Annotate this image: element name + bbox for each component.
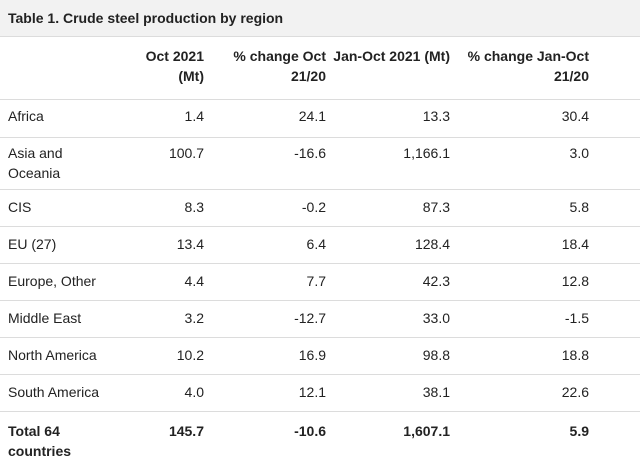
total-spacer [589,411,640,471]
cell-region: North America [0,337,118,375]
table-row: Europe, Other 4.4 7.7 42.3 12.8 [0,263,640,301]
cell-pct-change-jan-oct: 18.4 [450,226,589,264]
cell-jan-oct-2021: 87.3 [326,189,450,227]
cell-pct-change-oct: -16.6 [204,137,326,190]
table-row: South America 4.0 12.1 38.1 22.6 [0,374,640,412]
cell-pct-change-oct: -0.2 [204,189,326,227]
header-pct-change-jan-oct: % change Jan-Oct 21/20 [450,37,589,100]
cell-oct-2021: 13.4 [118,226,204,264]
cell-oct-2021: 8.3 [118,189,204,227]
cell-pct-change-oct: 12.1 [204,374,326,412]
cell-oct-2021: 4.0 [118,374,204,412]
cell-jan-oct-2021: 98.8 [326,337,450,375]
cell-region: Middle East [0,300,118,338]
header-spacer [589,37,640,100]
header-oct-2021: Oct 2021 (Mt) [118,37,204,100]
cell-spacer [589,337,640,375]
table-row: North America 10.2 16.9 98.8 18.8 [0,337,640,375]
cell-oct-2021: 1.4 [118,99,204,138]
cell-region: Asia and Oceania [0,137,118,190]
cell-spacer [589,374,640,412]
header-jan-oct-2021: Jan-Oct 2021 (Mt) [326,37,450,100]
cell-region: CIS [0,189,118,227]
table-header-row: Oct 2021 (Mt) % change Oct 21/20 Jan-Oct… [0,37,640,100]
table-row: CIS 8.3 -0.2 87.3 5.8 [0,189,640,227]
cell-pct-change-oct: 24.1 [204,99,326,138]
steel-production-table: Oct 2021 (Mt) % change Oct 21/20 Jan-Oct… [0,37,640,471]
table-row: Africa 1.4 24.1 13.3 30.4 [0,99,640,138]
cell-spacer [589,189,640,227]
cell-pct-change-jan-oct: -1.5 [450,300,589,338]
cell-region: EU (27) [0,226,118,264]
total-pct-change-jan-oct: 5.9 [569,422,589,439]
cell-spacer [589,137,640,190]
cell-region: Africa [0,99,118,138]
cell-spacer [589,226,640,264]
cell-region: South America [0,374,118,412]
cell-oct-2021: 3.2 [118,300,204,338]
total-label: Total 64 countries [8,422,72,459]
header-region [0,37,118,100]
table-row: Middle East 3.2 -12.7 33.0 -1.5 [0,300,640,338]
cell-jan-oct-2021: 38.1 [326,374,450,412]
cell-pct-change-jan-oct: 18.8 [450,337,589,375]
cell-oct-2021: 100.7 [118,137,204,190]
cell-pct-change-oct: 16.9 [204,337,326,375]
table-row: Asia and Oceania 100.7 -16.6 1,166.1 3.0 [0,137,640,190]
cell-spacer [589,300,640,338]
cell-pct-change-jan-oct: 5.8 [450,189,589,227]
cell-jan-oct-2021: 13.3 [326,99,450,138]
cell-region: Europe, Other [0,263,118,301]
cell-pct-change-oct: 6.4 [204,226,326,264]
cell-pct-change-oct: 7.7 [204,263,326,301]
cell-jan-oct-2021: 33.0 [326,300,450,338]
cell-spacer [589,99,640,138]
cell-jan-oct-2021: 42.3 [326,263,450,301]
cell-pct-change-jan-oct: 30.4 [450,99,589,138]
cell-oct-2021: 4.4 [118,263,204,301]
cell-pct-change-jan-oct: 22.6 [450,374,589,412]
cell-pct-change-jan-oct: 3.0 [450,137,589,190]
table-title: Table 1. Crude steel production by regio… [0,0,640,37]
total-oct-2021: 145.7 [168,422,204,439]
cell-spacer [589,263,640,301]
header-pct-change-oct: % change Oct 21/20 [204,37,326,100]
total-pct-change-oct: -10.6 [294,422,326,439]
table-row: EU (27) 13.4 6.4 128.4 18.4 [0,226,640,264]
cell-jan-oct-2021: 128.4 [326,226,450,264]
cell-pct-change-oct: -12.7 [204,300,326,338]
cell-pct-change-jan-oct: 12.8 [450,263,589,301]
total-jan-oct-2021: 1,607.1 [403,422,450,439]
cell-oct-2021: 10.2 [118,337,204,375]
total-row: Total 64 countries 145.7 -10.6 1,607.1 5… [0,411,640,471]
cell-jan-oct-2021: 1,166.1 [326,137,450,190]
